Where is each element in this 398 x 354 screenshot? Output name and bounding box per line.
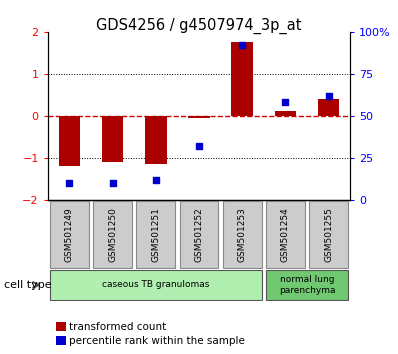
Text: GSM501251: GSM501251 [151, 207, 160, 262]
Text: GSM501255: GSM501255 [324, 207, 333, 262]
Text: GSM501253: GSM501253 [238, 207, 247, 262]
Text: GSM501249: GSM501249 [65, 207, 74, 262]
Text: percentile rank within the sample: percentile rank within the sample [69, 336, 245, 346]
Text: caseous TB granulomas: caseous TB granulomas [102, 280, 209, 290]
Point [326, 93, 332, 98]
Bar [309, 201, 348, 268]
Text: GSM501254: GSM501254 [281, 207, 290, 262]
Bar [56, 336, 66, 345]
Bar [318, 99, 339, 116]
Bar [56, 322, 66, 331]
Bar [223, 201, 261, 268]
Text: GSM501252: GSM501252 [195, 207, 203, 262]
Point [196, 143, 202, 149]
Bar [275, 111, 296, 116]
Bar [231, 42, 253, 116]
Text: normal lung
parenchyma: normal lung parenchyma [279, 275, 335, 295]
Bar [59, 116, 80, 166]
Bar [188, 116, 210, 118]
Bar [179, 201, 219, 268]
Bar [266, 270, 348, 300]
Point [109, 180, 116, 186]
Text: GDS4256 / g4507974_3p_at: GDS4256 / g4507974_3p_at [96, 18, 302, 34]
Text: transformed count: transformed count [69, 322, 166, 332]
Bar [102, 116, 123, 162]
Bar [93, 201, 132, 268]
Bar [145, 116, 167, 164]
Text: GSM501250: GSM501250 [108, 207, 117, 262]
Point [239, 42, 246, 48]
Point [282, 100, 289, 105]
Text: cell type: cell type [4, 280, 52, 290]
Point [152, 177, 159, 183]
Bar [50, 201, 89, 268]
Bar [50, 270, 261, 300]
Bar [137, 201, 175, 268]
Point [66, 180, 72, 186]
Bar [266, 201, 305, 268]
